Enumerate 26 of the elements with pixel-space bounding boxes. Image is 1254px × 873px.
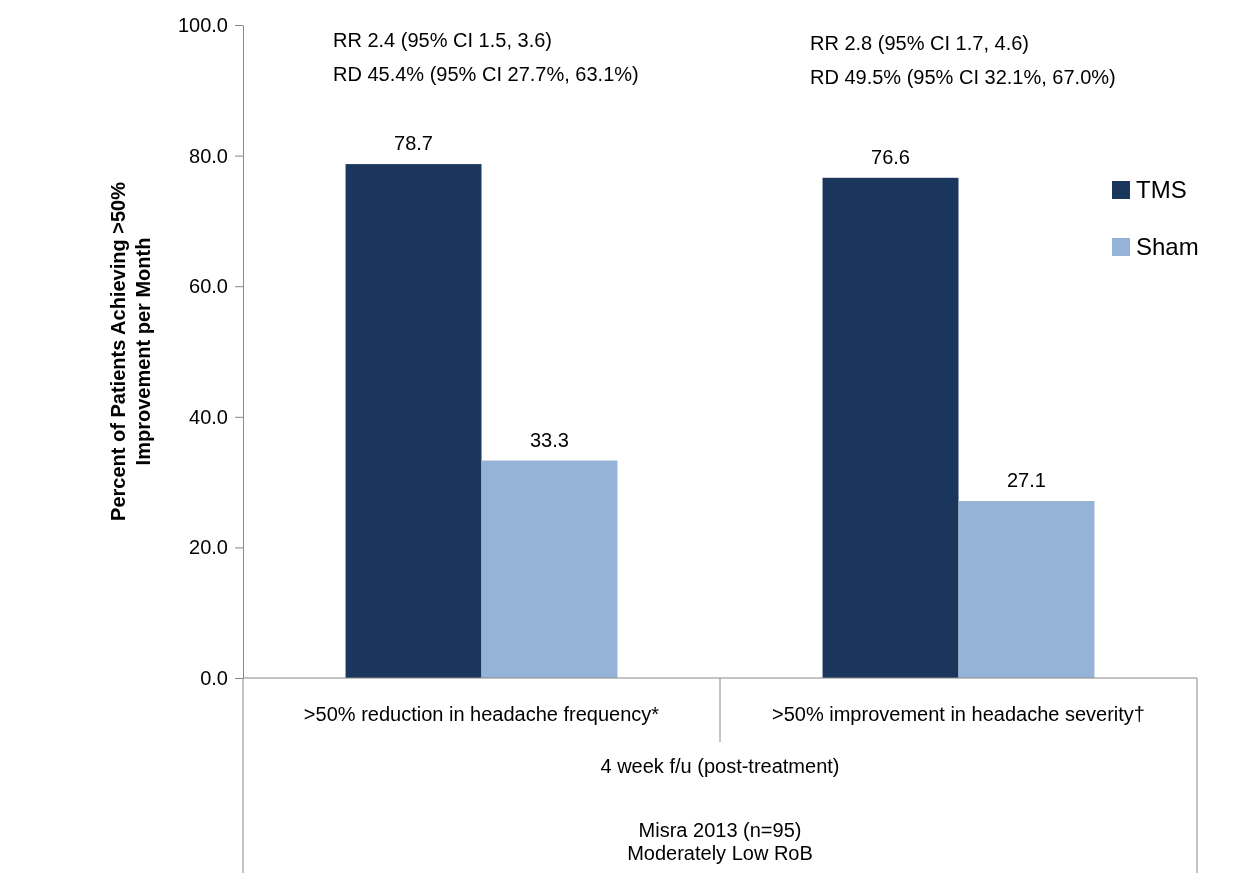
- data-label: 27.1: [1007, 469, 1046, 492]
- y-tick-label: 20.0: [189, 536, 228, 559]
- x-axis-title: 4 week f/u (post-treatment): [600, 755, 840, 777]
- y-tick-label: 100.0: [177, 13, 228, 36]
- y-tick-label: 80.0: [189, 144, 228, 167]
- annotation: RD 49.5% (95% CI 32.1%, 67.0%): [810, 66, 1116, 88]
- data-label: 76.6: [871, 145, 910, 168]
- y-tick-label: 0.0: [200, 666, 228, 689]
- x-tick-label: >50% reduction in headache frequency*: [303, 703, 660, 725]
- y-tick-label: 60.0: [189, 275, 228, 298]
- annotation: RD 45.4% (95% CI 27.7%, 63.1%): [333, 63, 639, 85]
- bar: [345, 164, 482, 678]
- x-tick-label: >50% improvement in headache severity†: [772, 703, 1145, 725]
- bar: [958, 501, 1095, 678]
- bar: [822, 177, 959, 678]
- bar: [481, 460, 618, 678]
- text: Misra 2013 (n=95): [638, 819, 802, 841]
- annotation: RR 2.8 (95% CI 1.7, 4.6): [810, 32, 1029, 54]
- data-label: 78.7: [394, 132, 433, 155]
- y-tick-label: 40.0: [189, 405, 228, 428]
- text: Moderately Low RoB: [627, 842, 813, 864]
- annotation: RR 2.4 (95% CI 1.5, 3.6): [333, 29, 552, 51]
- data-label: 33.3: [530, 428, 569, 451]
- y-axis-title: Percent of Patients Achieving >50% Improvement per Month: [107, 181, 154, 521]
- legend-label: Sham: [1136, 233, 1199, 261]
- legend-label: TMS: [1136, 176, 1187, 204]
